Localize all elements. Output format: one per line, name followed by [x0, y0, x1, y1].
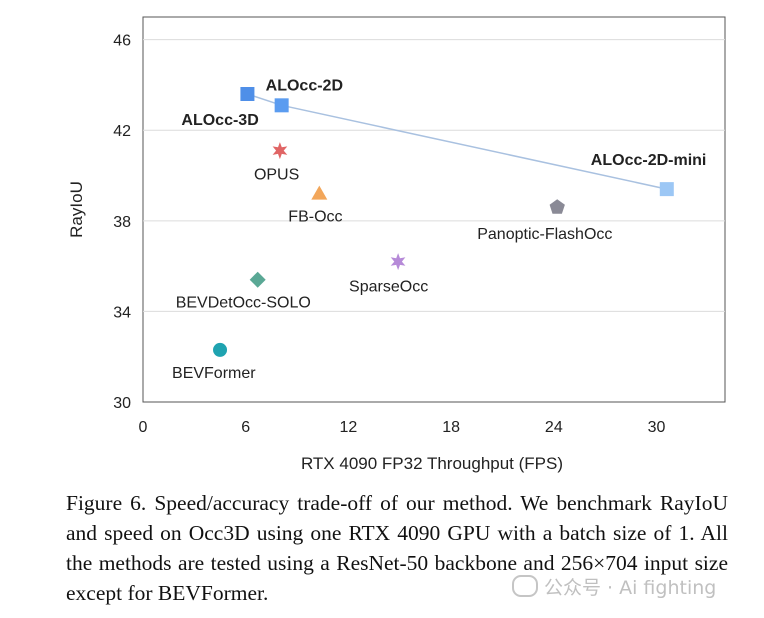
data-label-bevformer: BEVFormer: [172, 365, 256, 382]
y-tick-label: 46: [113, 33, 131, 50]
data-point-sparseocc: [391, 253, 406, 270]
x-tick-label: 24: [545, 419, 563, 436]
y-tick-label: 38: [113, 214, 131, 231]
data-label-opus: OPUS: [254, 167, 299, 184]
x-tick-label: 30: [648, 419, 666, 436]
y-tick-label: 34: [113, 304, 131, 321]
y-axis-title: RayIoU: [67, 181, 86, 238]
chart-area: 30 34 38 42 46 0 6 12 18 24 30 RTX 4090 FP32 Throug…: [0, 0, 764, 485]
data-point-panoptic-flashocc: [550, 199, 565, 214]
data-point-alocc-2d-mini: [660, 182, 674, 196]
trend-line: [247, 94, 666, 189]
x-axis-title: RTX 4090 FP32 Throughput (FPS): [301, 454, 563, 473]
watermark: 公众号 · Ai fighting: [512, 573, 716, 600]
data-point-fb-occ: [311, 186, 327, 200]
y-tick-label: 30: [113, 395, 131, 412]
data-label-bevdetocc-solo: BEVDetOcc-SOLO: [176, 295, 311, 312]
x-tick-label: 6: [241, 419, 250, 436]
x-tick-label: 0: [139, 419, 148, 436]
data-label-alocc-3d: ALOcc-3D: [181, 112, 258, 129]
data-label-alocc-2d-mini: ALOcc-2D-mini: [591, 152, 707, 169]
data-point-bevdetocc-solo: [250, 272, 266, 288]
x-tick-label: 18: [442, 419, 460, 436]
data-label-panoptic-flashocc: Panoptic-FlashOcc: [477, 226, 612, 243]
data-label-fb-occ: FB-Occ: [288, 209, 342, 226]
plot-frame: [143, 17, 725, 402]
data-point-alocc-3d: [240, 87, 254, 101]
scatter-chart: 30 34 38 42 46 0 6 12 18 24 30 RTX 4090 FP32 Throug…: [0, 0, 764, 485]
data-point-bevformer: [213, 343, 227, 357]
x-tick-label: 12: [340, 419, 358, 436]
data-point-alocc-2d: [275, 98, 289, 112]
watermark-text: 公众号 · Ai fighting: [544, 577, 716, 599]
data-label-alocc-2d: ALOcc-2D: [266, 77, 343, 94]
y-tick-label: 42: [113, 123, 131, 140]
wechat-icon: [512, 575, 538, 597]
data-point-opus: [273, 142, 288, 159]
data-label-sparseocc: SparseOcc: [349, 279, 428, 296]
